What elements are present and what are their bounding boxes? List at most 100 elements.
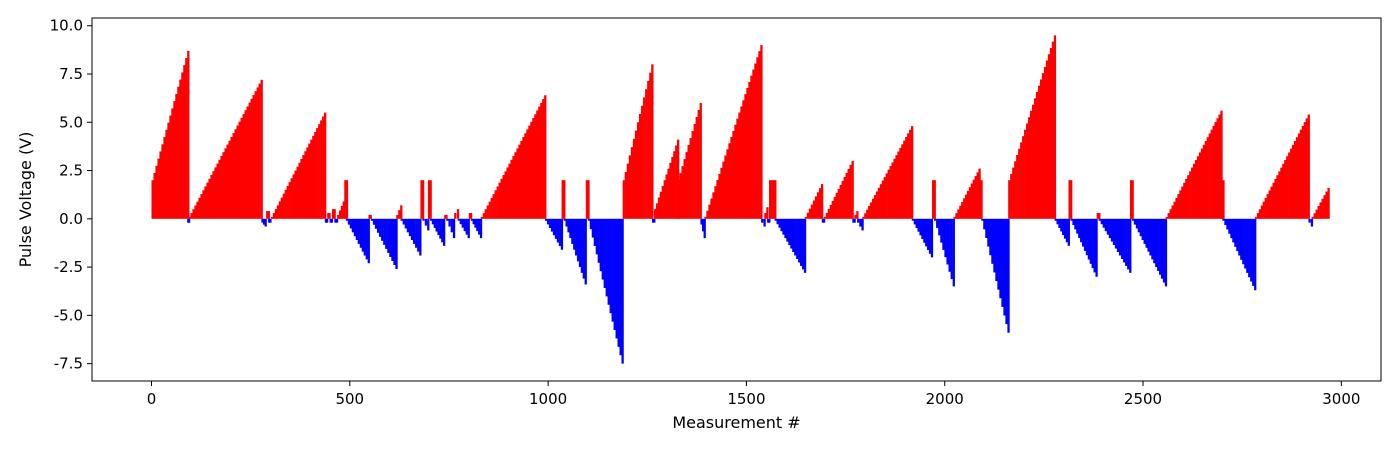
- bar: [196, 201, 199, 219]
- bar: [1072, 218, 1075, 226]
- bar: [1310, 218, 1314, 227]
- bar: [324, 112, 327, 219]
- bar: [1319, 202, 1322, 219]
- y-tick-label: -5.0: [54, 306, 83, 324]
- bar: [823, 216, 827, 219]
- bar: [1056, 218, 1059, 225]
- bar: [1003, 218, 1006, 316]
- bar: [936, 218, 939, 229]
- bar: [734, 124, 737, 219]
- bar: [839, 184, 842, 219]
- bar: [683, 159, 686, 219]
- y-axis-label: Pulse Voltage (V): [16, 132, 35, 268]
- bar: [567, 218, 570, 233]
- bar: [548, 218, 552, 228]
- bar: [580, 218, 584, 273]
- bar: [1051, 41, 1055, 219]
- bar: [544, 218, 548, 221]
- bar: [1297, 133, 1301, 219]
- bar: [718, 173, 721, 219]
- bar: [159, 151, 162, 219]
- bar: [911, 126, 914, 219]
- bar: [1093, 218, 1096, 273]
- bar: [1125, 218, 1128, 266]
- bar: [938, 218, 941, 236]
- bar: [1033, 98, 1037, 219]
- bar: [632, 138, 636, 219]
- bar: [930, 218, 934, 258]
- x-tick-label: 2500: [1124, 390, 1162, 408]
- bar: [764, 213, 767, 219]
- bar: [1305, 118, 1308, 219]
- bar: [429, 218, 433, 221]
- bar: [671, 157, 674, 219]
- bar: [1177, 194, 1180, 219]
- bar: [536, 110, 539, 219]
- bar: [363, 218, 366, 256]
- bar: [433, 218, 436, 228]
- bar: [171, 108, 174, 219]
- bar: [479, 218, 483, 239]
- bar: [987, 218, 990, 247]
- bar: [522, 137, 525, 219]
- bar: [532, 118, 535, 219]
- bar: [673, 151, 676, 219]
- bar: [1321, 198, 1324, 219]
- bar: [1160, 218, 1164, 279]
- bar: [1189, 171, 1192, 219]
- bar: [260, 79, 263, 219]
- bar: [893, 158, 896, 219]
- bar: [944, 218, 947, 258]
- bar: [1037, 85, 1041, 219]
- bar: [1238, 218, 1241, 256]
- bar: [843, 176, 846, 219]
- bar: [837, 188, 840, 219]
- bar: [445, 214, 448, 219]
- bar: [854, 214, 857, 219]
- bar: [946, 218, 949, 265]
- y-tick-label: 7.5: [59, 65, 83, 83]
- bar: [514, 152, 517, 219]
- bar: [1317, 206, 1320, 219]
- bar: [800, 218, 803, 266]
- bar: [1141, 218, 1144, 241]
- bar: [853, 218, 856, 223]
- bar: [1228, 218, 1231, 234]
- bar: [1043, 66, 1047, 219]
- bar: [798, 218, 801, 263]
- bar: [957, 209, 960, 219]
- bar: [825, 212, 829, 219]
- y-tick-label: -7.5: [54, 355, 83, 373]
- bar: [897, 151, 900, 219]
- bar: [915, 218, 918, 229]
- bar: [1240, 218, 1243, 260]
- bar: [584, 218, 587, 285]
- bar: [1018, 148, 1021, 219]
- bar: [829, 204, 832, 219]
- bar: [732, 130, 735, 219]
- bar: [1284, 160, 1287, 219]
- bar: [856, 211, 859, 219]
- bar: [320, 120, 323, 219]
- bar: [157, 158, 160, 219]
- bar: [866, 209, 869, 219]
- bar: [792, 218, 795, 253]
- bar: [1276, 175, 1279, 219]
- bar: [349, 218, 353, 229]
- bar: [1096, 213, 1099, 219]
- bar: [528, 125, 531, 219]
- bar: [934, 218, 937, 221]
- bar: [619, 218, 622, 356]
- bar: [206, 182, 209, 219]
- bar: [927, 218, 930, 251]
- bar: [578, 218, 582, 268]
- bar: [907, 133, 910, 219]
- bar: [1274, 178, 1277, 219]
- bar: [347, 218, 351, 225]
- bar: [524, 133, 527, 219]
- y-tick-label: 2.5: [59, 162, 83, 180]
- bar: [756, 57, 759, 219]
- bar: [504, 171, 507, 219]
- bar: [693, 124, 696, 219]
- bar: [1248, 218, 1251, 278]
